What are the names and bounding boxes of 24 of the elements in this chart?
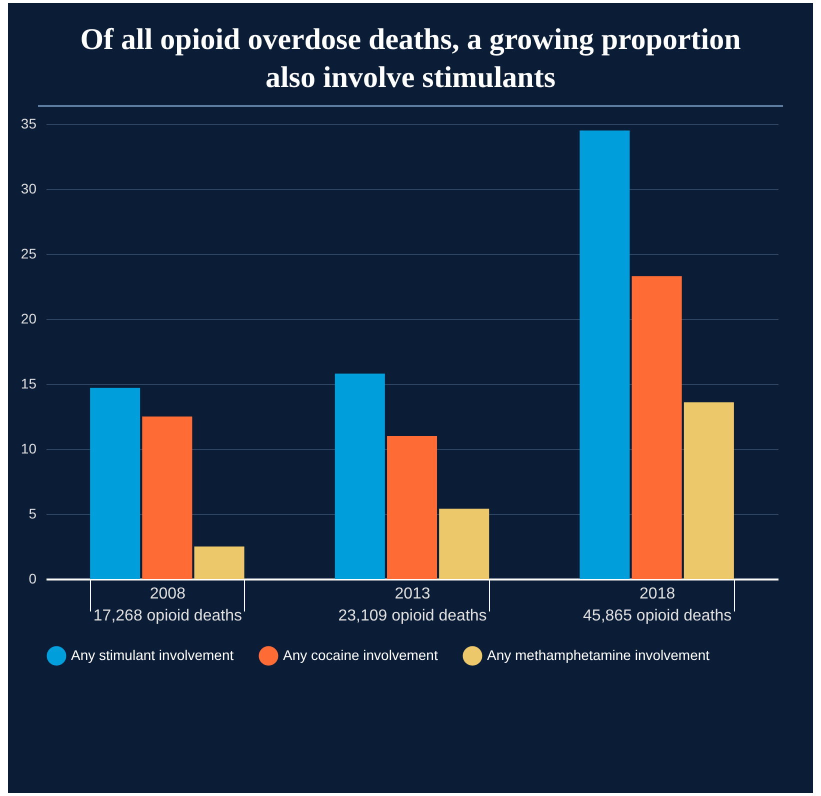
y-tick-label: 5: [28, 506, 37, 522]
bar: [386, 436, 438, 579]
bar: [684, 402, 734, 579]
y-tick-label: 0: [28, 570, 37, 586]
legend-label: Any stimulant involvement: [71, 646, 234, 663]
y-tick-label: 10: [20, 440, 37, 456]
y-tick-label: 30: [20, 180, 37, 196]
bar: [194, 546, 244, 579]
y-tick-label: 15: [20, 376, 37, 392]
legend-label: Any methamphetamine involvement: [487, 646, 710, 663]
y-tick-label: 25: [20, 246, 37, 262]
chart-title: Of all opioid overdose deaths, a growing proportion also involve stimulants: [79, 22, 742, 96]
bar: [90, 388, 140, 579]
x-tick-label: 2008 17,268 opioid deaths: [93, 586, 242, 624]
bar: [580, 130, 630, 579]
bar: [334, 374, 385, 579]
x-tick-label: 2013 23,109 opioid deaths: [338, 586, 487, 624]
bar: [439, 508, 490, 579]
y-tick-label: 20: [20, 310, 37, 326]
bar: [142, 416, 192, 579]
bar: [632, 276, 682, 579]
legend-label: Any cocaine involvement: [283, 646, 438, 663]
y-tick-label: 35: [20, 116, 37, 132]
x-tick-label: 2018 45,865 opioid deaths: [583, 586, 732, 624]
